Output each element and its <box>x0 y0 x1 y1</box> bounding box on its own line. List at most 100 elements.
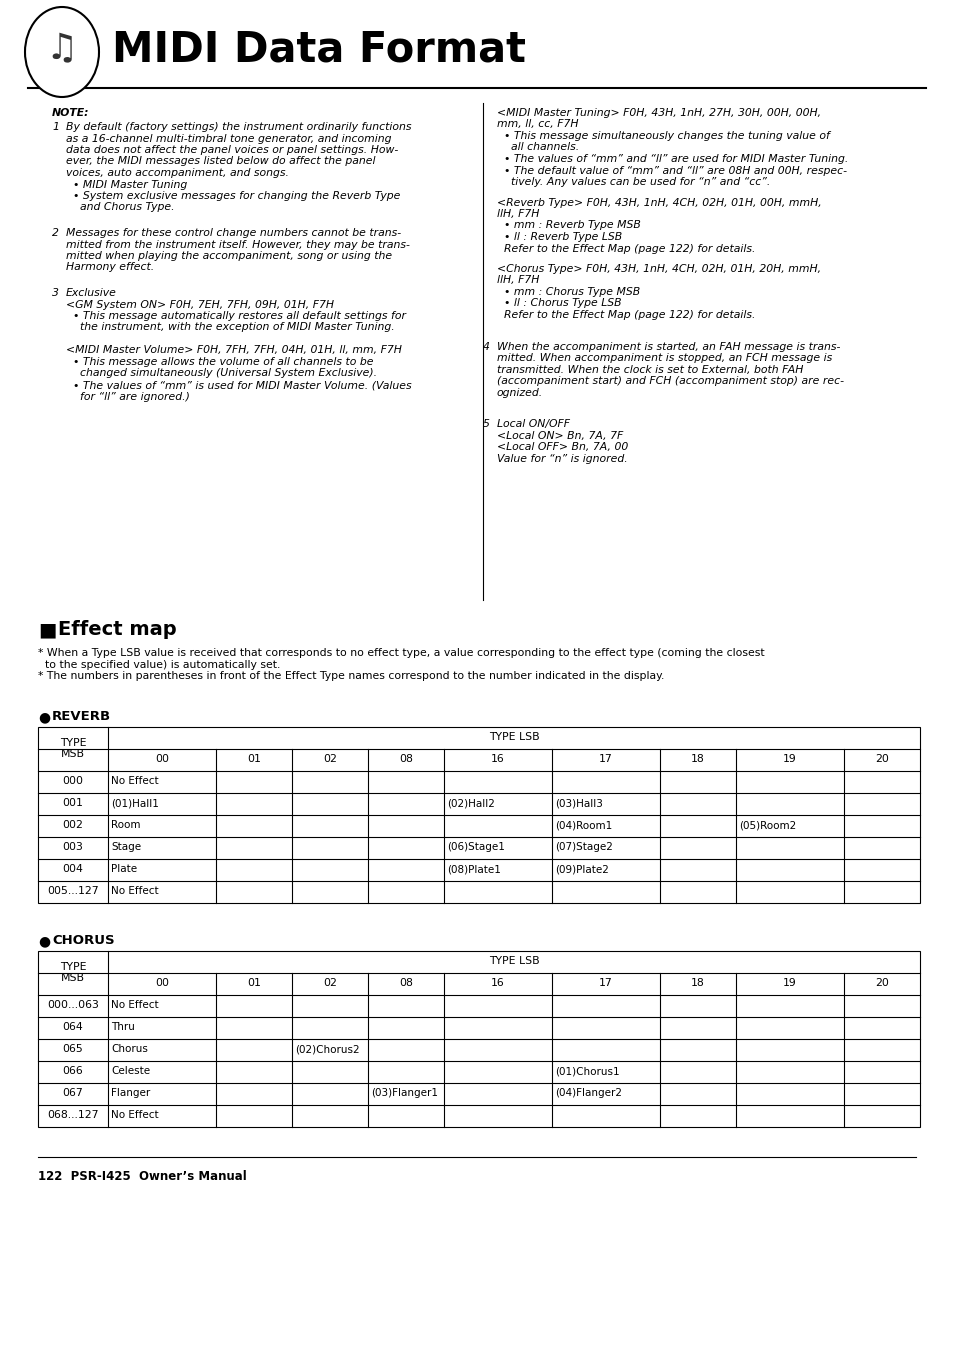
Text: (01)Hall1: (01)Hall1 <box>111 798 159 808</box>
Text: By default (factory settings) the instrument ordinarily functions: By default (factory settings) the instru… <box>66 122 411 132</box>
Text: • System exclusive messages for changing the Reverb Type: • System exclusive messages for changing… <box>66 190 400 201</box>
Text: 068...127: 068...127 <box>48 1111 99 1120</box>
Text: 19: 19 <box>782 978 796 989</box>
Text: MIDI Data Format: MIDI Data Format <box>112 28 525 72</box>
Text: <Local ON> Bn, 7A, 7F: <Local ON> Bn, 7A, 7F <box>497 431 622 440</box>
Text: 08: 08 <box>398 978 413 989</box>
Text: Plate: Plate <box>111 865 137 874</box>
Text: • The values of “mm” is used for MIDI Master Volume. (Values: • The values of “mm” is used for MIDI Ma… <box>66 380 411 390</box>
Text: as a 16-channel multi-timbral tone generator, and incoming: as a 16-channel multi-timbral tone gener… <box>66 134 391 143</box>
Text: 003: 003 <box>63 843 83 852</box>
Text: (04)Room1: (04)Room1 <box>555 820 612 831</box>
Text: Thru: Thru <box>111 1023 134 1032</box>
Text: 16: 16 <box>491 754 504 765</box>
Text: 000...063: 000...063 <box>47 1001 99 1011</box>
Text: Flanger: Flanger <box>111 1089 150 1098</box>
Text: all channels.: all channels. <box>497 142 578 153</box>
Text: (05)Room2: (05)Room2 <box>739 820 796 831</box>
Text: 02: 02 <box>323 754 336 765</box>
Text: (02)Hall2: (02)Hall2 <box>447 798 495 808</box>
Text: • This message simultaneously changes the tuning value of: • This message simultaneously changes th… <box>497 131 829 141</box>
Bar <box>38 727 919 902</box>
Text: 000: 000 <box>63 777 84 786</box>
Text: mitted. When accompaniment is stopped, an FCH message is: mitted. When accompaniment is stopped, a… <box>497 353 831 363</box>
Text: 005...127: 005...127 <box>47 886 99 897</box>
Text: Harmony effect.: Harmony effect. <box>66 262 154 273</box>
Text: <MIDI Master Tuning> F0H, 43H, 1nH, 27H, 30H, 00H, 00H,: <MIDI Master Tuning> F0H, 43H, 1nH, 27H,… <box>497 108 821 118</box>
Text: • mm : Chorus Type MSB: • mm : Chorus Type MSB <box>497 286 639 297</box>
Text: ■: ■ <box>38 620 56 639</box>
Text: Stage: Stage <box>111 843 141 852</box>
Text: 18: 18 <box>690 754 704 765</box>
Text: 18: 18 <box>690 978 704 989</box>
Text: 004: 004 <box>63 865 83 874</box>
Text: mitted from the instrument itself. However, they may be trans-: mitted from the instrument itself. Howev… <box>66 239 410 250</box>
Text: transmitted. When the clock is set to External, both FAH: transmitted. When the clock is set to Ex… <box>497 365 802 374</box>
Text: the instrument, with the exception of MIDI Master Tuning.: the instrument, with the exception of MI… <box>66 323 395 332</box>
Text: * When a Type LSB value is received that corresponds to no effect type, a value : * When a Type LSB value is received that… <box>38 648 763 658</box>
Text: 02: 02 <box>323 978 336 989</box>
Text: TYPE
MSB: TYPE MSB <box>60 962 86 984</box>
Text: 5: 5 <box>482 419 489 430</box>
Text: Refer to the Effect Map (page 122) for details.: Refer to the Effect Map (page 122) for d… <box>497 309 755 320</box>
Text: TYPE LSB: TYPE LSB <box>488 957 538 966</box>
Text: Room: Room <box>111 820 140 831</box>
Text: (03)Hall3: (03)Hall3 <box>555 798 602 808</box>
Text: ●: ● <box>38 711 51 724</box>
Text: 20: 20 <box>874 978 888 989</box>
Text: ognized.: ognized. <box>497 388 542 397</box>
Text: • ll : Chorus Type LSB: • ll : Chorus Type LSB <box>497 299 621 308</box>
Text: 4: 4 <box>482 342 489 351</box>
Text: • The values of “mm” and “ll” are used for MIDI Master Tuning.: • The values of “mm” and “ll” are used f… <box>497 154 847 163</box>
Text: 17: 17 <box>598 754 612 765</box>
Text: <Chorus Type> F0H, 43H, 1nH, 4CH, 02H, 01H, 20H, mmH,: <Chorus Type> F0H, 43H, 1nH, 4CH, 02H, 0… <box>497 263 821 274</box>
Text: When the accompaniment is started, an FAH message is trans-: When the accompaniment is started, an FA… <box>497 342 840 351</box>
Text: 01: 01 <box>247 754 261 765</box>
Text: 1: 1 <box>52 122 59 132</box>
Text: 002: 002 <box>63 820 83 831</box>
Text: 17: 17 <box>598 978 612 989</box>
Text: No Effect: No Effect <box>111 777 158 786</box>
Text: llH, F7H: llH, F7H <box>497 209 538 219</box>
Text: llH, F7H: llH, F7H <box>497 276 538 285</box>
Text: changed simultaneously (Universal System Exclusive).: changed simultaneously (Universal System… <box>66 369 376 378</box>
Text: Exclusive: Exclusive <box>66 288 117 299</box>
Text: No Effect: No Effect <box>111 1111 158 1120</box>
Text: ♫: ♫ <box>46 31 78 65</box>
Bar <box>38 951 919 1127</box>
Text: (accompaniment start) and FCH (accompaniment stop) are rec-: (accompaniment start) and FCH (accompani… <box>497 376 843 386</box>
Text: 067: 067 <box>63 1089 83 1098</box>
Text: CHORUS: CHORUS <box>52 935 114 947</box>
Text: NOTE:: NOTE: <box>52 108 90 118</box>
Text: REVERB: REVERB <box>52 711 111 724</box>
Text: 065: 065 <box>63 1044 83 1055</box>
Ellipse shape <box>25 7 99 97</box>
Text: Messages for these control change numbers cannot be trans-: Messages for these control change number… <box>66 228 400 238</box>
Text: (06)Stage1: (06)Stage1 <box>447 843 504 852</box>
Text: No Effect: No Effect <box>111 1001 158 1011</box>
Text: 08: 08 <box>398 754 413 765</box>
Text: 066: 066 <box>63 1066 83 1077</box>
Text: 00: 00 <box>154 754 169 765</box>
Text: • ll : Reverb Type LSB: • ll : Reverb Type LSB <box>497 232 621 242</box>
Text: to the specified value) is automatically set.: to the specified value) is automatically… <box>38 659 280 670</box>
Text: * The numbers in parentheses in front of the Effect Type names correspond to the: * The numbers in parentheses in front of… <box>38 671 663 681</box>
Text: ●: ● <box>38 935 51 948</box>
Text: Value for “n” is ignored.: Value for “n” is ignored. <box>497 454 627 463</box>
Text: (07)Stage2: (07)Stage2 <box>555 843 612 852</box>
Text: 19: 19 <box>782 754 796 765</box>
Text: • This message allows the volume of all channels to be: • This message allows the volume of all … <box>66 357 374 367</box>
Text: TYPE LSB: TYPE LSB <box>488 732 538 743</box>
Text: for “ll” are ignored.): for “ll” are ignored.) <box>66 392 190 401</box>
Text: mitted when playing the accompaniment, song or using the: mitted when playing the accompaniment, s… <box>66 251 392 261</box>
Text: 01: 01 <box>247 978 261 989</box>
Text: <GM System ON> F0H, 7EH, 7FH, 09H, 01H, F7H: <GM System ON> F0H, 7EH, 7FH, 09H, 01H, … <box>66 300 334 309</box>
Text: 001: 001 <box>63 798 83 808</box>
Text: • The default value of “mm” and “ll” are 08H and 00H, respec-: • The default value of “mm” and “ll” are… <box>497 166 846 176</box>
Text: Celeste: Celeste <box>111 1066 150 1077</box>
Text: (09)Plate2: (09)Plate2 <box>555 865 608 874</box>
Text: 2: 2 <box>52 228 59 238</box>
Text: ever, the MIDI messages listed below do affect the panel: ever, the MIDI messages listed below do … <box>66 157 375 166</box>
Text: mm, ll, cc, F7H: mm, ll, cc, F7H <box>497 119 578 130</box>
Text: 3: 3 <box>52 288 59 299</box>
